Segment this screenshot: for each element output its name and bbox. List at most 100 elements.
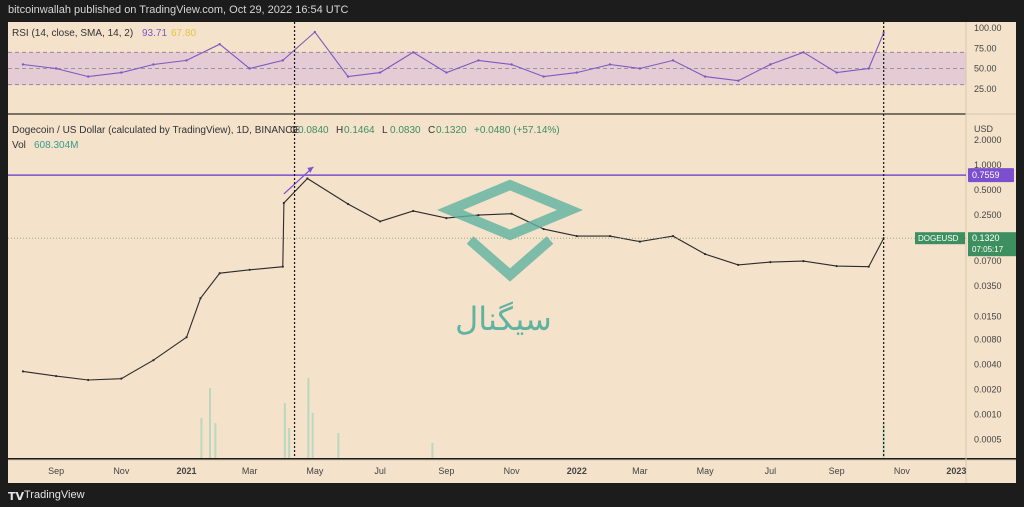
price-axis-tick: 0.0040 bbox=[974, 359, 1002, 369]
volume-legend: Vol bbox=[12, 140, 26, 151]
currency-label: USD bbox=[974, 124, 994, 134]
price-point bbox=[306, 177, 309, 180]
level-badge bbox=[968, 168, 1014, 183]
price-change: +0.0480 (+57.14%) bbox=[474, 125, 560, 136]
price-axis-tick: 0.2500 bbox=[974, 210, 1002, 220]
price-badge-countdown: 07:05:17 bbox=[972, 245, 1004, 254]
rsi-point bbox=[882, 31, 885, 35]
price-axis-tick: 0.5000 bbox=[974, 185, 1002, 195]
time-axis-tick: Sep bbox=[829, 466, 845, 476]
volume-bar bbox=[337, 433, 340, 458]
price-axis-tick: 0.0020 bbox=[974, 384, 1002, 394]
rsi-point bbox=[835, 71, 838, 74]
rsi-point bbox=[313, 30, 317, 34]
volume-bar bbox=[307, 378, 310, 458]
price-point bbox=[248, 268, 251, 271]
ohlc-key: H bbox=[336, 125, 343, 136]
price-badge-value: 0.1320 bbox=[972, 233, 1000, 243]
price-point bbox=[199, 297, 202, 300]
price-point bbox=[510, 212, 513, 215]
price-point bbox=[55, 374, 58, 378]
price-point bbox=[21, 370, 25, 373]
price-point bbox=[378, 220, 382, 223]
time-axis-tick: Jul bbox=[374, 466, 386, 476]
time-axis-tick: Sep bbox=[438, 466, 454, 476]
rsi-point bbox=[86, 75, 90, 78]
rsi-point bbox=[412, 51, 415, 54]
rsi-point bbox=[185, 59, 188, 62]
rsi-point bbox=[152, 63, 155, 66]
price-point bbox=[867, 265, 870, 268]
time-axis-tick: 2023 bbox=[946, 466, 966, 476]
price-point bbox=[218, 272, 221, 275]
arrow-head bbox=[307, 166, 314, 173]
time-axis bbox=[8, 460, 1016, 483]
volume-bar bbox=[288, 428, 291, 458]
price-point bbox=[477, 214, 480, 217]
rsi-point bbox=[802, 51, 805, 54]
price-axis-tick: 0.0150 bbox=[974, 312, 1002, 322]
rsi-point bbox=[703, 75, 707, 78]
rsi-point bbox=[378, 71, 382, 74]
rsi-point bbox=[21, 63, 25, 66]
volume-bar bbox=[200, 418, 203, 458]
volume-bar bbox=[882, 423, 885, 458]
price-point bbox=[704, 252, 707, 256]
price-axis-tick: 1.0000 bbox=[974, 160, 1002, 170]
rsi-axis-tick: 100.00 bbox=[974, 23, 1002, 33]
rsi-point bbox=[445, 71, 448, 74]
rsi-point bbox=[281, 59, 284, 62]
volume-bar bbox=[431, 443, 434, 458]
price-point bbox=[412, 209, 415, 213]
rsi-point bbox=[248, 67, 251, 70]
rsi-point bbox=[638, 67, 642, 70]
price-point bbox=[671, 234, 675, 238]
volume-bar bbox=[311, 413, 314, 458]
ohlc-value: 0.1464 bbox=[344, 125, 375, 136]
price-point bbox=[346, 202, 350, 206]
price-point bbox=[769, 261, 772, 264]
rsi-point bbox=[120, 71, 123, 74]
time-axis-tick: Mar bbox=[242, 466, 258, 476]
rsi-point bbox=[737, 79, 740, 82]
volume-value: 608.304M bbox=[34, 140, 78, 151]
rsi-point bbox=[769, 63, 772, 66]
time-axis-tick: Nov bbox=[504, 466, 521, 476]
brand-label: TradingView bbox=[24, 489, 85, 501]
time-axis-tick: May bbox=[697, 466, 715, 476]
volume-bar bbox=[283, 403, 286, 458]
price-point bbox=[120, 377, 123, 380]
price-point bbox=[445, 217, 448, 220]
symbol-badge bbox=[915, 232, 965, 245]
rsi-axis-tick: 50.00 bbox=[974, 64, 997, 74]
signal-logo-icon bbox=[437, 179, 583, 282]
tradingview-brand[interactable]: TV TradingView bbox=[8, 489, 104, 503]
time-axis-tick: May bbox=[306, 466, 324, 476]
ohlc-value: 0.0830 bbox=[390, 125, 421, 136]
rsi-series-line bbox=[22, 31, 885, 82]
price-badge bbox=[968, 232, 1016, 257]
price-point bbox=[802, 259, 805, 263]
price-point bbox=[281, 265, 284, 268]
ohlc-key: L bbox=[382, 125, 388, 136]
price-series-line bbox=[22, 177, 885, 381]
price-axis-tick: 0.0080 bbox=[974, 334, 1002, 344]
ohlc-value: 0.0840 bbox=[298, 125, 329, 136]
time-axis-tick: 2021 bbox=[177, 466, 197, 476]
watermark-text: سیگنال bbox=[455, 300, 552, 338]
rsi-point bbox=[346, 75, 350, 78]
price-point bbox=[737, 263, 740, 267]
price-point bbox=[835, 264, 838, 268]
price-axis-tick: 0.0350 bbox=[974, 281, 1002, 291]
price-point bbox=[185, 336, 188, 339]
time-axis-tick: 2022 bbox=[567, 466, 587, 476]
rsi-point bbox=[54, 67, 58, 70]
rsi-point bbox=[867, 67, 870, 70]
price-axis-tick: 0.0010 bbox=[974, 410, 1002, 420]
ohlc-key: C bbox=[428, 125, 435, 136]
level-label: 0.7559 bbox=[972, 170, 1000, 180]
volume-bar bbox=[209, 388, 212, 458]
rsi-point bbox=[575, 71, 579, 74]
